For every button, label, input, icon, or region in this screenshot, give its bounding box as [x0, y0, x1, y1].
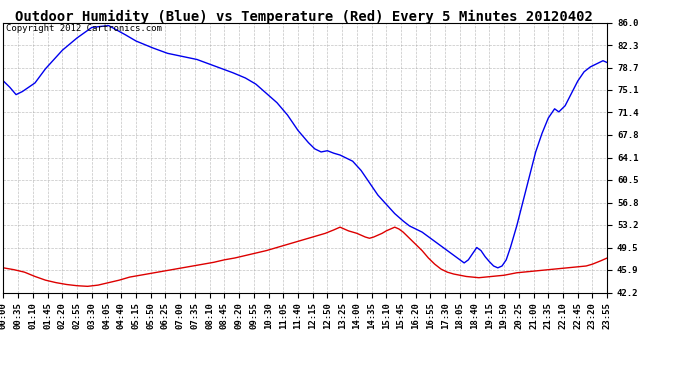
Text: Copyright 2012 Cartronics.com: Copyright 2012 Cartronics.com	[6, 24, 162, 33]
Text: Outdoor Humidity (Blue) vs Temperature (Red) Every 5 Minutes 20120402: Outdoor Humidity (Blue) vs Temperature (…	[14, 9, 593, 24]
